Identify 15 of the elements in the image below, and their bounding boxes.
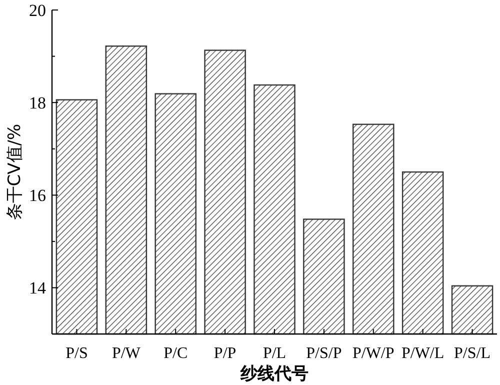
x-tick-label: P/S/L bbox=[454, 345, 491, 362]
x-tick-label: P/W bbox=[112, 345, 142, 362]
x-tick-label: P/C bbox=[164, 345, 188, 362]
x-axis-title: 纱线代号 bbox=[240, 364, 308, 384]
y-tick-label: 18 bbox=[29, 94, 46, 113]
x-tick-label: P/P bbox=[214, 345, 236, 362]
y-axis-title: 条干CV值/% bbox=[5, 124, 25, 220]
x-tick-label: P/S bbox=[66, 345, 88, 362]
x-tick-label: P/L bbox=[262, 345, 286, 362]
y-tick-label: 16 bbox=[29, 186, 46, 206]
x-tick-label: P/W/L bbox=[401, 345, 444, 362]
x-tick-label: P/W/P bbox=[352, 345, 394, 362]
y-tick-label: 20 bbox=[29, 0, 46, 20]
x-tick-label: P/S/P bbox=[306, 345, 342, 362]
y-tick-label: 14 bbox=[29, 278, 46, 298]
